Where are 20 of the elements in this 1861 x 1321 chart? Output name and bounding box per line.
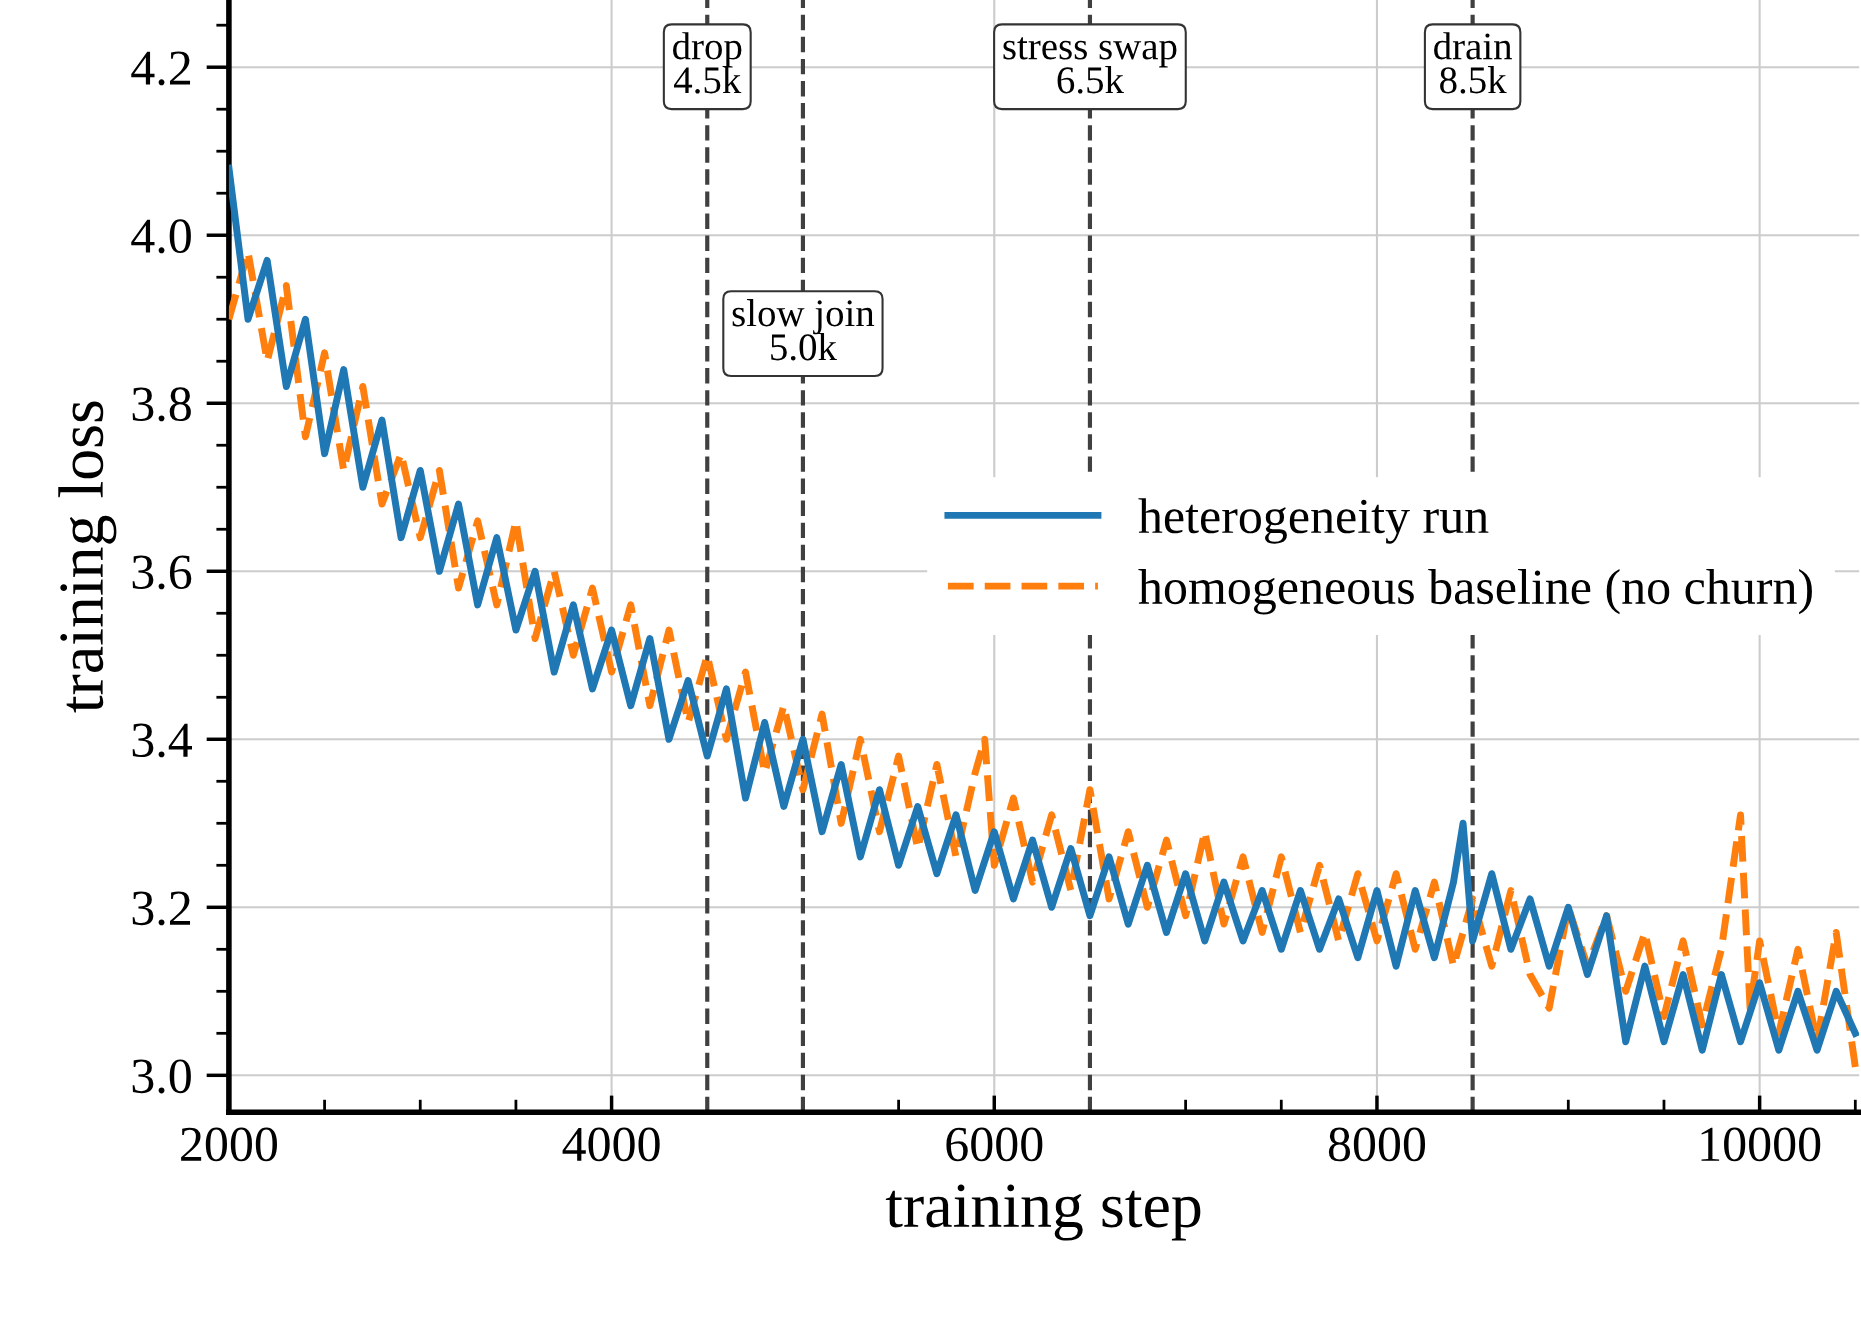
- legend-label: homogeneous baseline (no churn): [1138, 568, 1812, 615]
- y-tick-label: 3.4: [132, 723, 193, 758]
- y-tick-label: 4.0: [131, 219, 191, 254]
- y-tick-label: 3.8: [132, 387, 191, 422]
- x-tick-label: 2000: [181, 1127, 277, 1162]
- x-tick-label: 4000: [562, 1127, 660, 1162]
- ref-line-label: drain 8.5k: [1434, 32, 1512, 94]
- y-tick-label: 4.2: [131, 51, 191, 86]
- legend-label: heterogeneity run: [1138, 498, 1489, 544]
- y-tick-label: 3.2: [132, 891, 191, 926]
- y-tick-label: 3.0: [132, 1059, 191, 1094]
- x-axis-title: training step: [885, 1184, 1201, 1241]
- ref-line-label: stress swap 6.5k: [1003, 37, 1177, 94]
- x-tick-label: 8000: [1328, 1127, 1426, 1162]
- ref-line-label: drop 4.5k: [673, 32, 742, 94]
- x-tick-label: 6000: [946, 1127, 1043, 1162]
- y-tick-label: 3.6: [132, 555, 192, 590]
- y-axis-title: training loss: [58, 401, 117, 713]
- x-tick-label: 10000: [1701, 1127, 1821, 1162]
- ref-line-label: slow join 5.0k: [732, 299, 875, 361]
